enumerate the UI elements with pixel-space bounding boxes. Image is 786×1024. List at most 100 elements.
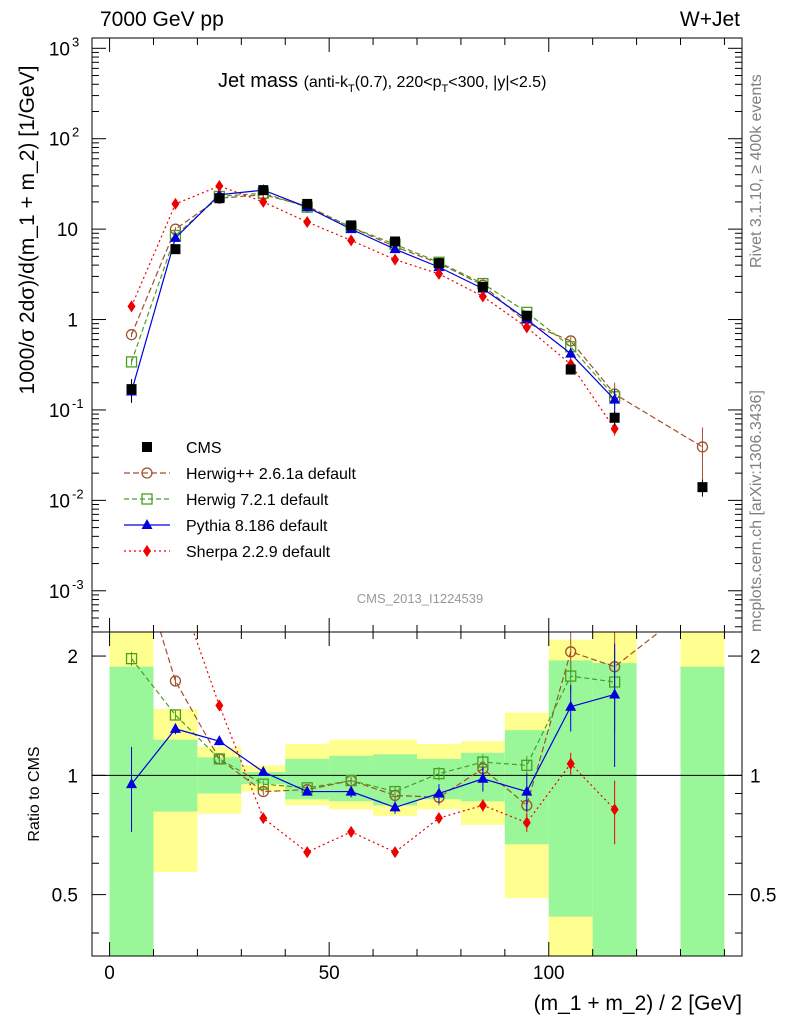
series-point	[391, 253, 400, 266]
y-axis-label: 1000/σ 2dσ)/d(m_1 + m_2) [1/GeV]	[16, 66, 39, 395]
ratio-point	[522, 816, 531, 829]
ratio-point	[213, 735, 225, 746]
x-tick-label: 50	[319, 963, 340, 984]
series-line	[130, 192, 616, 398]
plot-title-detail: (anti-k	[304, 74, 349, 91]
cms-point	[433, 258, 444, 269]
series-point	[389, 243, 401, 254]
ratio-point	[609, 688, 621, 699]
y-tick-exponent: 2	[72, 125, 79, 140]
legend-marker	[141, 467, 153, 479]
series-point	[259, 195, 268, 208]
ratio-point	[125, 653, 138, 665]
legend-marker	[141, 493, 153, 505]
ratio-panel-series	[125, 593, 707, 859]
header-left: 7000 GeV pp	[100, 8, 224, 31]
main-panel-frame	[91, 37, 743, 633]
ratio-point	[213, 753, 226, 765]
ratio-y-tick-label: 0.5	[52, 886, 78, 907]
legend-marker	[143, 545, 151, 557]
series-point	[610, 422, 619, 435]
ratio-line	[192, 632, 616, 853]
ratio-point	[259, 812, 268, 825]
ratio-point	[169, 722, 181, 733]
y-tick-exponent: 3	[72, 34, 79, 49]
y-tick-label: 10	[49, 39, 70, 60]
legend-entry-label: Herwig 7.2.1 default	[186, 492, 329, 509]
ratio-point	[257, 765, 269, 776]
ratio-line	[131, 693, 615, 809]
ratio-series	[192, 632, 619, 859]
plot-title-detail: (0.7), 220<p	[355, 74, 442, 91]
ratio-point	[169, 675, 182, 687]
y-label-part: 2d	[16, 300, 39, 329]
main-panel-series	[125, 179, 709, 497]
ratio-axis-label: Ratio to CMS	[26, 746, 43, 841]
cms-point	[170, 244, 181, 255]
ratio-point	[697, 593, 707, 603]
series-point	[609, 393, 621, 404]
legend-marker	[141, 519, 153, 529]
plot-title-subscript: T	[442, 83, 449, 95]
series-sherpa	[127, 179, 619, 436]
series-line	[130, 185, 616, 430]
ratio-point	[565, 646, 577, 658]
y-label-sigma: σ	[16, 329, 39, 342]
legend-entry-label: Herwig++ 2.6.1a default	[186, 466, 356, 483]
series-point	[127, 300, 136, 313]
ratio-point	[215, 699, 224, 712]
y-tick-exponent: -1	[72, 396, 84, 411]
ratio-point	[565, 670, 577, 682]
series-pythia	[126, 184, 621, 415]
y-tick-label: 10	[49, 130, 70, 151]
cms-data	[126, 185, 708, 497]
legend-entry-label: CMS	[186, 440, 222, 457]
ratio-point	[433, 767, 445, 780]
series-point	[125, 329, 138, 341]
analysis-watermark: CMS_2013_I1224539	[357, 591, 484, 606]
legend-entry-label: Pythia 8.186 default	[186, 518, 328, 535]
cms-point	[477, 281, 488, 292]
y-label-part: )/d(m_1 + m_2) [1/GeV]	[16, 66, 39, 287]
plot-title: Jet mass (anti-kT(0.7), 220<pT<300, |y|<…	[218, 70, 546, 95]
plot-title-main: Jet mass	[218, 70, 304, 92]
series-line	[130, 189, 616, 401]
x-axis: 0 50 100 (m_1 + m_2) / 2 [GeV]	[104, 38, 742, 1015]
ratio-point	[389, 785, 401, 798]
y-axis-ratio: 0.5 0.5 1 1 2 2 Ratio to CMS	[26, 647, 776, 934]
ratio-line	[131, 658, 615, 793]
series-line	[130, 194, 703, 448]
ratio-point	[610, 803, 619, 816]
ratio-point	[477, 772, 489, 783]
ratio-bands	[109, 632, 725, 956]
cms-point	[609, 412, 620, 423]
ratio-y-tick-label-right: 2	[750, 647, 761, 668]
plot-title-detail: <300, |y|<2.5)	[448, 74, 546, 91]
ratio-y-tick-label-right: 0.5	[750, 886, 776, 907]
cms-point	[697, 482, 708, 493]
cms-point	[214, 193, 225, 204]
series-point	[169, 231, 181, 242]
series-point	[522, 321, 531, 334]
series-herwig	[125, 187, 621, 410]
ratio-y-tick-label-right: 1	[750, 766, 761, 787]
ratio-point	[169, 709, 182, 721]
series-point	[565, 347, 577, 358]
series-point	[215, 179, 224, 192]
y-tick-label: 10	[49, 491, 70, 512]
x-tick-label: 100	[533, 963, 565, 984]
ratio-point	[345, 785, 357, 796]
x-axis-label: (m_1 + m_2) / 2 [GeV]	[534, 992, 742, 1015]
series-point	[171, 197, 180, 210]
ratio-point	[391, 846, 400, 859]
ratio-band-inner	[680, 666, 725, 956]
ratio-point	[433, 787, 445, 798]
cms-point	[346, 220, 357, 231]
y-tick-exponent: -2	[72, 486, 84, 501]
y-label-part: 1000/	[16, 342, 39, 395]
x-tick-label: 0	[104, 963, 115, 984]
ratio-point	[301, 785, 313, 796]
ratio-point	[257, 778, 269, 790]
legend-entry-label: Sherpa 2.2.9 default	[186, 544, 331, 561]
